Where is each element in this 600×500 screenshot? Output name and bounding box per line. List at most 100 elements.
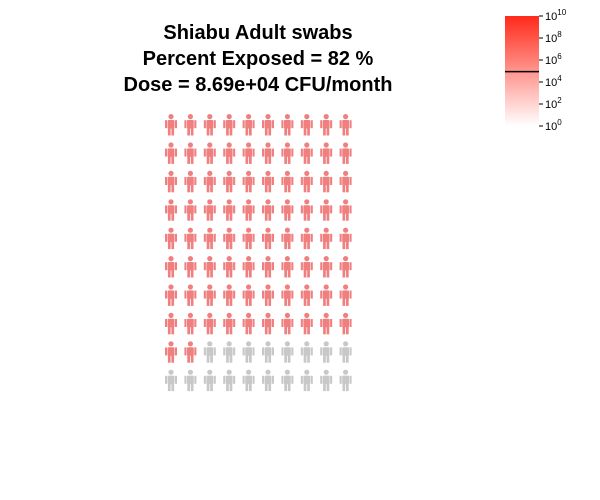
person-icon-exposed bbox=[184, 142, 197, 164]
person-icon-exposed bbox=[223, 256, 236, 278]
person-icon-exposed bbox=[165, 142, 177, 164]
person-icon-exposed bbox=[281, 284, 294, 306]
person-icon-exposed bbox=[262, 170, 274, 193]
person-icon-exposed bbox=[339, 199, 352, 221]
colorbar-tick-label: 1010 bbox=[545, 8, 567, 23]
person-icon-exposed bbox=[223, 312, 236, 335]
person-icon-exposed bbox=[184, 284, 197, 306]
person-icon-exposed bbox=[300, 114, 313, 136]
person-icon-exposed bbox=[262, 227, 274, 250]
person-icon-exposed bbox=[281, 170, 294, 193]
person-icon-exposed bbox=[262, 142, 274, 164]
icon-array bbox=[165, 114, 352, 392]
person-icon-exposed bbox=[320, 142, 333, 164]
person-icon-exposed bbox=[203, 114, 216, 136]
person-icon-exposed bbox=[184, 341, 197, 363]
person-icon-exposed bbox=[165, 284, 177, 306]
person-icon-exposed bbox=[165, 256, 177, 278]
person-icon-exposed bbox=[300, 170, 313, 193]
person-icon-exposed bbox=[203, 227, 216, 250]
person-icon-exposed bbox=[320, 312, 333, 335]
person-icon-exposed bbox=[281, 227, 294, 250]
person-icon-exposed bbox=[242, 199, 255, 221]
colorbar-tick-label: 104 bbox=[545, 74, 562, 89]
person-icon-exposed bbox=[300, 199, 313, 221]
person-icon-unexposed bbox=[281, 369, 294, 392]
person-icon-exposed bbox=[184, 114, 197, 136]
person-icon-exposed bbox=[203, 312, 216, 335]
person-icon-exposed bbox=[184, 312, 197, 335]
person-icon-exposed bbox=[223, 227, 236, 250]
person-icon-exposed bbox=[320, 170, 333, 193]
person-icon-unexposed bbox=[300, 341, 313, 363]
person-icon-exposed bbox=[300, 284, 313, 306]
person-icon-exposed bbox=[281, 312, 294, 335]
person-icon-unexposed bbox=[203, 341, 216, 363]
colorbar: 100 102 104 106 108 1010 bbox=[505, 8, 567, 133]
person-icon-exposed bbox=[184, 199, 197, 221]
person-icon-exposed bbox=[242, 312, 255, 335]
person-icon-exposed bbox=[203, 142, 216, 164]
title-line-2: Percent Exposed = 82 % bbox=[142, 48, 374, 70]
person-icon-exposed bbox=[339, 170, 352, 193]
colorbar-tick-label: 108 bbox=[545, 30, 562, 45]
person-icon-exposed bbox=[262, 312, 274, 335]
person-icon-exposed bbox=[165, 114, 177, 136]
person-icon-unexposed bbox=[262, 341, 274, 363]
person-icon-exposed bbox=[203, 284, 216, 306]
person-icon-unexposed bbox=[203, 369, 216, 392]
person-icon-exposed bbox=[242, 142, 255, 164]
person-icon-exposed bbox=[223, 170, 236, 193]
person-icon-exposed bbox=[300, 256, 313, 278]
person-icon-unexposed bbox=[223, 369, 236, 392]
person-icon-exposed bbox=[339, 312, 352, 335]
person-icon-exposed bbox=[203, 170, 216, 193]
person-icon-exposed bbox=[339, 256, 352, 278]
person-icon-exposed bbox=[223, 142, 236, 164]
person-icon-exposed bbox=[184, 170, 197, 193]
person-icon-exposed bbox=[262, 114, 274, 136]
title-line-1: Shiabu Adult swabs bbox=[163, 22, 353, 44]
person-icon-unexposed bbox=[242, 341, 255, 363]
person-icon-exposed bbox=[262, 284, 274, 306]
person-icon-exposed bbox=[242, 114, 255, 136]
chart-title: Shiabu Adult swabs Percent Exposed = 82 … bbox=[38, 20, 478, 98]
person-icon-exposed bbox=[223, 199, 236, 221]
person-icon-exposed bbox=[339, 284, 352, 306]
person-icon-exposed bbox=[165, 341, 177, 363]
person-icon-exposed bbox=[223, 114, 236, 136]
person-icon-exposed bbox=[262, 256, 274, 278]
person-icon-exposed bbox=[300, 227, 313, 250]
person-icon-exposed bbox=[165, 227, 177, 250]
person-icon-exposed bbox=[281, 256, 294, 278]
person-icon-unexposed bbox=[300, 369, 313, 392]
person-icon-exposed bbox=[165, 170, 177, 193]
person-icon-exposed bbox=[165, 199, 177, 221]
person-icon-exposed bbox=[242, 227, 255, 250]
person-icon-exposed bbox=[320, 114, 333, 136]
person-icon-unexposed bbox=[242, 369, 255, 392]
person-icon-unexposed bbox=[165, 369, 177, 392]
person-icon-unexposed bbox=[184, 369, 197, 392]
title-line-3: Dose = 8.69e+04 CFU/month bbox=[123, 74, 393, 96]
person-icon-exposed bbox=[165, 312, 177, 335]
person-icon-unexposed bbox=[339, 369, 352, 392]
person-icon-exposed bbox=[223, 284, 236, 306]
person-icon-unexposed bbox=[320, 369, 333, 392]
person-icon-exposed bbox=[184, 227, 197, 250]
person-icon-exposed bbox=[281, 199, 294, 221]
person-icon-unexposed bbox=[320, 341, 333, 363]
person-icon-exposed bbox=[203, 256, 216, 278]
person-icon-unexposed bbox=[281, 341, 294, 363]
person-icon-unexposed bbox=[223, 341, 236, 363]
person-icon-exposed bbox=[203, 199, 216, 221]
person-icon-exposed bbox=[320, 284, 333, 306]
person-icon-exposed bbox=[242, 170, 255, 193]
person-icon-exposed bbox=[242, 284, 255, 306]
person-icon-exposed bbox=[281, 142, 294, 164]
person-icon-exposed bbox=[339, 227, 352, 250]
person-icon-exposed bbox=[242, 256, 255, 278]
person-icon-unexposed bbox=[339, 341, 352, 363]
person-icon-exposed bbox=[300, 142, 313, 164]
